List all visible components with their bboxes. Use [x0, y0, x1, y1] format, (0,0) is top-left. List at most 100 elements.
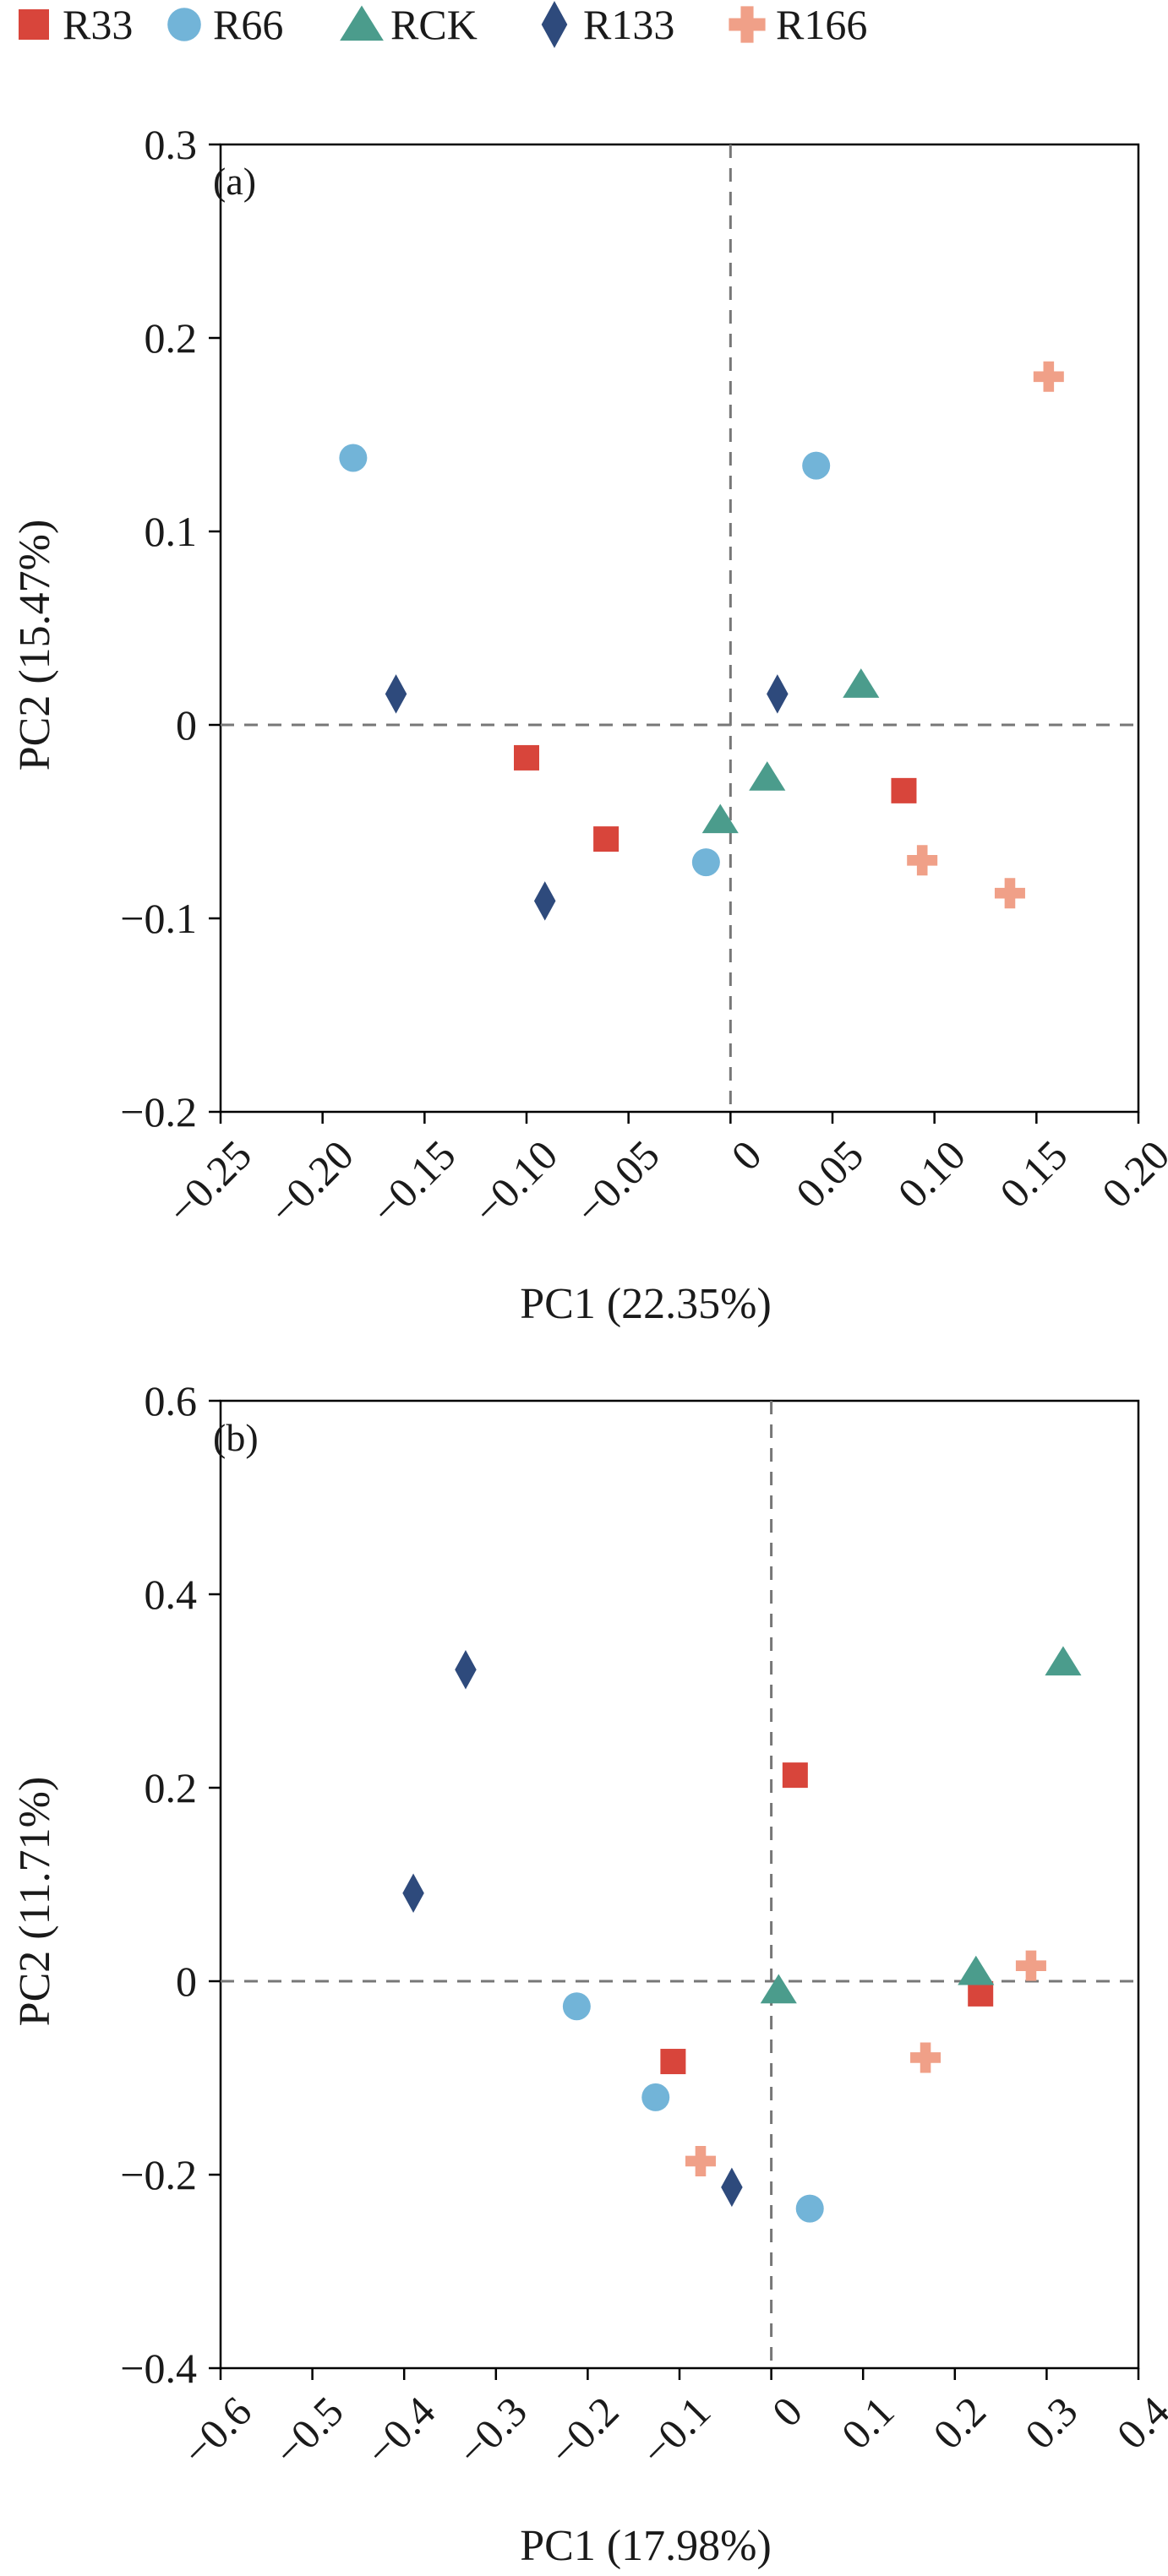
series-r133 [402, 1650, 743, 2208]
x-tick-label: 0.3 [1016, 2388, 1087, 2459]
series-rck [760, 1646, 1082, 2004]
x-tick-label: 0 [763, 2388, 811, 2436]
point-r66 [641, 2083, 670, 2111]
point-r33 [891, 777, 917, 803]
y-tick-label: 0 [176, 1958, 197, 2005]
legend-item-rck: RCK [340, 1, 478, 48]
legend-item-r33: R33 [19, 1, 133, 48]
legend-label: R33 [63, 1, 133, 48]
point-rck [843, 668, 880, 698]
legend-item-r66: R66 [167, 1, 283, 48]
y-tick-label: 0.4 [145, 1571, 198, 1618]
legend-marker-r66 [167, 8, 201, 41]
panel-a: 0.30.20.10−0.1−0.2−0.25 −0.20 −0.15 −0.10 −0… [11, 121, 1168, 1328]
legend-marker-r166 [729, 6, 766, 43]
x-tick-label: 0.10 [888, 1131, 974, 1217]
point-r66 [691, 848, 720, 877]
x-tick-label: −0.1 [631, 2388, 719, 2475]
x-axis-title: PC1 (22.35%) [520, 1280, 772, 1328]
point-r66 [795, 2194, 824, 2223]
point-r133 [533, 881, 556, 921]
y-tick-label: 0.2 [145, 1764, 198, 1811]
x-tick-label: −0.4 [357, 2388, 445, 2475]
series-r166 [907, 361, 1064, 909]
series-r133 [385, 674, 789, 921]
legend-marker-r133 [541, 1, 568, 48]
series-r66 [562, 1992, 824, 2223]
point-rck [958, 1955, 995, 1985]
point-r33 [514, 744, 539, 771]
x-tick-label: −0.15 [362, 1131, 464, 1234]
legend-label: R133 [583, 1, 674, 48]
x-tick-label: 0.2 [924, 2388, 995, 2459]
point-r133 [721, 2167, 743, 2208]
point-r66 [339, 444, 368, 472]
legend-label: RCK [390, 1, 478, 48]
x-tick-label: −0.6 [172, 2388, 260, 2475]
series-rck [701, 668, 880, 834]
series-r166 [685, 1950, 1046, 2176]
y-tick-label: −0.4 [120, 2345, 197, 2392]
x-tick-label: −0.05 [565, 1131, 668, 1234]
point-rck [701, 803, 739, 834]
plot-frame [219, 1399, 1140, 2370]
legend-item-r133: R133 [541, 1, 674, 48]
point-r133 [455, 1650, 477, 1690]
point-r33 [660, 2049, 686, 2075]
x-tick-label: 0.20 [1093, 1131, 1168, 1217]
y-tick-label: 0.6 [145, 1377, 198, 1424]
point-r33 [593, 826, 619, 852]
panel-label: (b) [213, 1416, 259, 1459]
panel-b: 0.60.40.20−0.2−0.4−0.6 −0.5 −0.4 −0.3 −0.2 −0… [11, 1377, 1168, 2570]
y-tick-label: −0.2 [120, 2151, 197, 2198]
point-rck [749, 761, 786, 791]
x-axis-title: PC1 (17.98%) [520, 2522, 772, 2570]
point-rck [760, 1974, 797, 2004]
point-r133 [385, 674, 407, 714]
y-tick-label: −0.2 [120, 1088, 197, 1136]
point-r66 [802, 451, 831, 480]
legend-marker-rck [340, 5, 384, 41]
point-r166 [685, 2145, 716, 2176]
point-rck [1045, 1646, 1082, 1676]
point-r166 [1015, 1950, 1046, 1981]
legend-item-r166: R166 [729, 1, 867, 48]
x-tick-label: 0.4 [1107, 2388, 1168, 2459]
point-r166 [994, 878, 1025, 909]
x-tick-label: −0.5 [265, 2388, 352, 2475]
point-r166 [1033, 361, 1064, 392]
x-tick-label: −0.25 [158, 1131, 260, 1234]
x-tick-label: 0.15 [991, 1131, 1076, 1217]
x-tick-label: −0.20 [259, 1131, 362, 1234]
legend-label: R166 [776, 1, 867, 48]
x-tick-label: 0.1 [832, 2388, 903, 2459]
plot-frame [219, 143, 1140, 1114]
y-tick-label: 0.3 [145, 121, 198, 168]
y-tick-label: −0.1 [120, 895, 197, 942]
x-tick-label: −0.2 [540, 2388, 628, 2475]
legend: R33 R66 RCK R133 R166 [19, 1, 867, 48]
legend-marker-r33 [19, 9, 49, 40]
y-tick-label: 0 [176, 701, 197, 749]
point-r133 [402, 1873, 424, 1914]
x-tick-label: 0 [722, 1131, 770, 1179]
point-r33 [782, 1762, 808, 1789]
x-tick-label: −0.10 [464, 1131, 566, 1234]
x-tick-label: −0.3 [448, 2388, 536, 2475]
point-r66 [562, 1992, 591, 2021]
panel-label: (a) [213, 160, 256, 203]
series-r66 [339, 444, 831, 877]
series-r33 [660, 1762, 994, 2075]
point-r133 [767, 674, 789, 714]
point-r33 [968, 1980, 994, 2007]
y-tick-label: 0.1 [145, 508, 198, 555]
series-r33 [514, 744, 917, 852]
legend-label: R66 [213, 1, 283, 48]
y-axis-title: PC2 (15.47%) [11, 520, 59, 771]
y-axis-title: PC2 (11.71%) [11, 1777, 59, 2027]
x-tick-label: 0.05 [787, 1131, 872, 1217]
point-r166 [907, 845, 938, 876]
point-r166 [910, 2042, 941, 2073]
